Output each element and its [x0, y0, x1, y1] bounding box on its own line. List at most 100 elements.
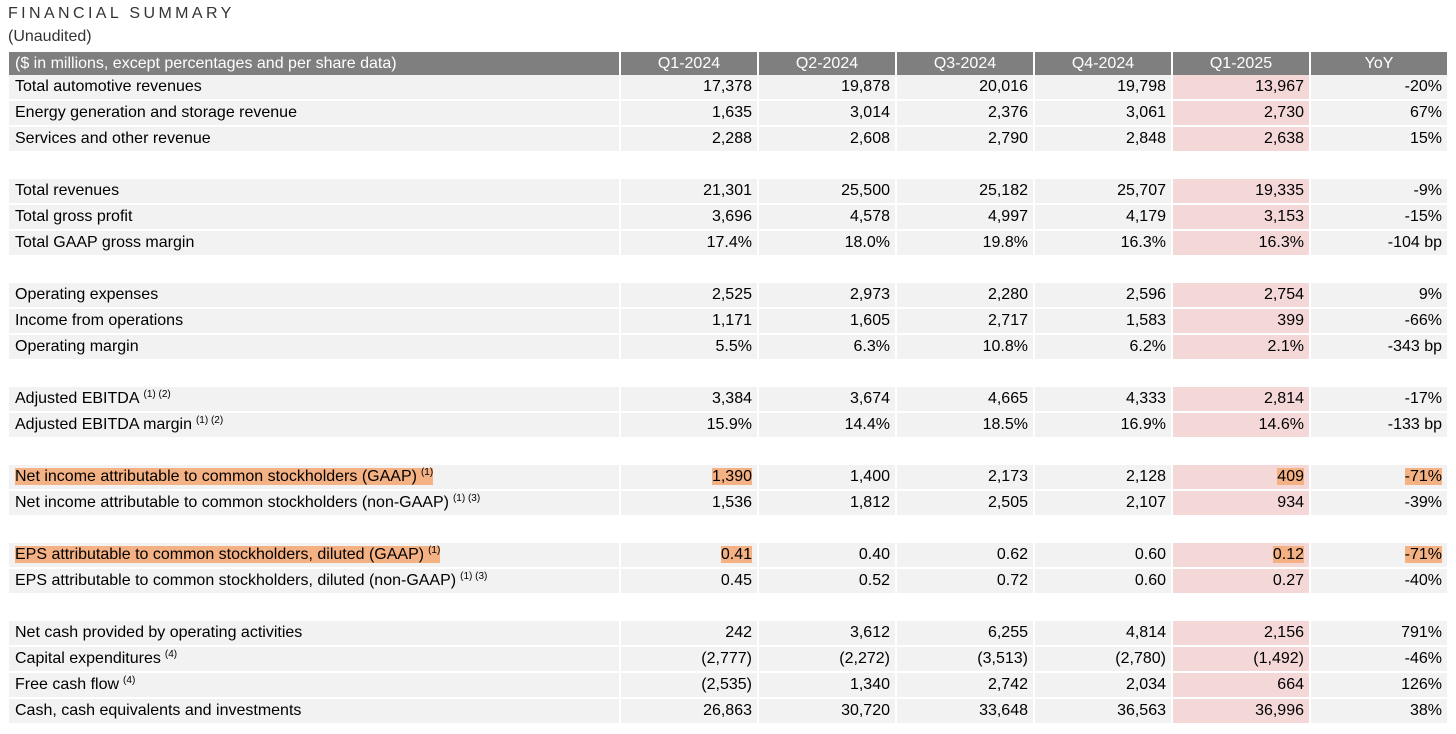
- cell-value: 2,814: [1263, 390, 1304, 407]
- cell-value: 18.5%: [982, 416, 1028, 433]
- cell-value: -104 bp: [1387, 234, 1442, 251]
- cell-q1-2024: 242: [620, 620, 759, 647]
- cell-value: 6,255: [987, 624, 1028, 641]
- cell-yoy: -343 bp: [1310, 334, 1447, 361]
- cell-value: 0.40: [858, 546, 890, 563]
- cell-value: 2,128: [1125, 468, 1166, 485]
- cell-q4-2024: (2,780): [1034, 646, 1173, 673]
- column-header-q4-2024: Q4-2024: [1034, 52, 1173, 75]
- cell-q4-2024: 2,596: [1034, 282, 1173, 309]
- cell-value: 3,696: [711, 208, 752, 225]
- report-subtitle: (Unaudited): [8, 28, 92, 45]
- cell-value: 17,378: [703, 78, 752, 95]
- cell-value: 3,014: [849, 104, 890, 121]
- cell-value: 4,997: [987, 208, 1028, 225]
- cell-q4-2024: 0.60: [1034, 542, 1173, 569]
- cell-value: 2,742: [987, 676, 1028, 693]
- cell-value: 2,973: [849, 286, 890, 303]
- table-row: EPS attributable to common stockholders,…: [9, 542, 1447, 569]
- cell-q2-2024: 1,340: [758, 672, 897, 699]
- cell-value: 791%: [1401, 624, 1442, 641]
- footnote-ref: (1) (3): [452, 492, 481, 504]
- row-label: Operating expenses: [15, 286, 159, 303]
- table-row: Services and other revenue 2,288 2,608 2,79…: [9, 126, 1447, 153]
- cell-value: 2,034: [1125, 676, 1166, 693]
- row-label-wrap: Free cash flow (4): [15, 675, 135, 693]
- cell-value: 19,878: [841, 78, 890, 95]
- cell-value: (2,272): [839, 650, 890, 667]
- cell-value: 15%: [1409, 130, 1442, 147]
- cell-q1-2025: 2.1%: [1172, 334, 1311, 361]
- cell-value: 2,376: [987, 104, 1028, 121]
- row-label: Total gross profit: [15, 208, 133, 225]
- cell-q1-2025: 2,730: [1172, 100, 1311, 127]
- cell-q4-2024: 6.2%: [1034, 334, 1173, 361]
- cell-value: 3,153: [1263, 208, 1304, 225]
- cell-q3-2024: 2,280: [896, 282, 1035, 309]
- cell-q4-2024: 4,333: [1034, 386, 1173, 413]
- cell-q3-2024: 4,665: [896, 386, 1035, 413]
- cell-q2-2024: 1,400: [758, 464, 897, 491]
- cell-value: 33,648: [979, 702, 1028, 719]
- cell-value: 26,863: [703, 702, 752, 719]
- cell-value: (1,492): [1253, 650, 1304, 667]
- row-label-wrap: Income from operations: [15, 312, 183, 329]
- cell-yoy: -17%: [1310, 386, 1447, 413]
- cell-q3-2024: 18.5%: [896, 412, 1035, 439]
- footnote-ref: (1) (2): [195, 414, 224, 426]
- cell-value: 0.60: [1134, 572, 1166, 589]
- cell-q2-2024: 19,878: [758, 75, 897, 101]
- cell-q2-2024: 30,720: [758, 698, 897, 725]
- row-label-cell: Adjusted EBITDA margin (1) (2): [9, 412, 621, 439]
- column-header-q1-2024: Q1-2024: [620, 52, 759, 75]
- column-header-label: ($ in millions, except percentages and p…: [9, 52, 621, 75]
- column-header-q2-2024: Q2-2024: [758, 52, 897, 75]
- cell-q4-2024: 2,848: [1034, 126, 1173, 153]
- cell-q2-2024: 3,674: [758, 386, 897, 413]
- cell-q1-2025: (1,492): [1172, 646, 1311, 673]
- cell-value: 5.5%: [715, 338, 752, 355]
- cell-value: 3,061: [1125, 104, 1166, 121]
- cell-yoy: 67%: [1310, 100, 1447, 127]
- cell-value: 2,525: [711, 286, 752, 303]
- row-label-cell: EPS attributable to common stockholders,…: [9, 568, 621, 595]
- cell-q2-2024: 3,014: [758, 100, 897, 127]
- cell-yoy: -40%: [1310, 568, 1447, 595]
- cell-q3-2024: 2,790: [896, 126, 1035, 153]
- cell-yoy: 38%: [1310, 698, 1447, 725]
- cell-q1-2025: 934: [1172, 490, 1311, 517]
- row-label-cell: Energy generation and storage revenue: [9, 100, 621, 127]
- cell-q3-2024: 10.8%: [896, 334, 1035, 361]
- cell-value: 3,674: [849, 390, 890, 407]
- cell-value: -133 bp: [1387, 416, 1442, 433]
- cell-q3-2024: 19.8%: [896, 230, 1035, 257]
- cell-yoy: -15%: [1310, 204, 1447, 231]
- cell-value: 10.8%: [982, 338, 1028, 355]
- cell-q2-2024: 18.0%: [758, 230, 897, 257]
- row-label-cell: EPS attributable to common stockholders,…: [9, 542, 621, 569]
- table-body: Total automotive revenues 17,378 19,878 20,…: [9, 75, 1447, 725]
- cell-q2-2024: 6.3%: [758, 334, 897, 361]
- cell-q1-2024: 1,536: [620, 490, 759, 517]
- cell-q1-2024: 17,378: [620, 75, 759, 101]
- cell-q2-2024: 4,578: [758, 204, 897, 231]
- cell-q4-2024: 4,179: [1034, 204, 1173, 231]
- cell-value: -17%: [1404, 390, 1442, 407]
- cell-yoy: -104 bp: [1310, 230, 1447, 257]
- row-label-wrap: Capital expenditures (4): [15, 649, 177, 667]
- cell-yoy: -66%: [1310, 308, 1447, 335]
- cell-q1-2025: 36,996: [1172, 698, 1311, 725]
- cell-value: -9%: [1413, 182, 1442, 199]
- cell-q3-2024: 33,648: [896, 698, 1035, 725]
- cell-q4-2024: 25,707: [1034, 178, 1173, 205]
- cell-value: 2,596: [1125, 286, 1166, 303]
- cell-value: 0.62: [996, 546, 1028, 563]
- row-label-cell: Net income attributable to common stockh…: [9, 490, 621, 517]
- cell-q1-2025: 14.6%: [1172, 412, 1311, 439]
- row-label: EPS attributable to common stockholders,…: [15, 572, 457, 589]
- cell-value: 25,707: [1117, 182, 1166, 199]
- cell-q4-2024: 1,583: [1034, 308, 1173, 335]
- cell-q1-2024: 26,863: [620, 698, 759, 725]
- row-label-wrap: Adjusted EBITDA (1) (2): [15, 389, 171, 407]
- table-row: EPS attributable to common stockholders,…: [9, 568, 1447, 595]
